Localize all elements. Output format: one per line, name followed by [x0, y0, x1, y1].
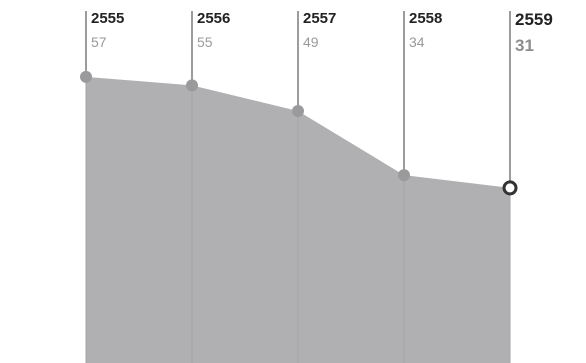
guide-lines	[85, 11, 511, 188]
year-label-0: 2555	[91, 10, 124, 27]
data-point-0	[80, 70, 92, 83]
value-label-0: 57	[91, 34, 107, 50]
year-label-4: 2559	[515, 10, 553, 29]
data-point-1	[186, 79, 198, 92]
value-label-2: 49	[303, 34, 319, 50]
year-label-2: 2557	[303, 10, 336, 27]
data-point-2	[292, 105, 304, 118]
value-label-1: 55	[197, 34, 213, 50]
data-points	[80, 70, 518, 196]
year-label-3: 2558	[409, 10, 442, 27]
labels: 2555 57 2556 55 2557 49 2558 34 2559 31	[91, 10, 553, 55]
year-label-1: 2556	[197, 10, 230, 27]
data-point-4	[502, 180, 518, 196]
inner-lines	[85, 76, 511, 363]
value-label-3: 34	[409, 34, 425, 50]
data-point-3	[398, 169, 410, 182]
value-label-4: 31	[515, 36, 534, 55]
